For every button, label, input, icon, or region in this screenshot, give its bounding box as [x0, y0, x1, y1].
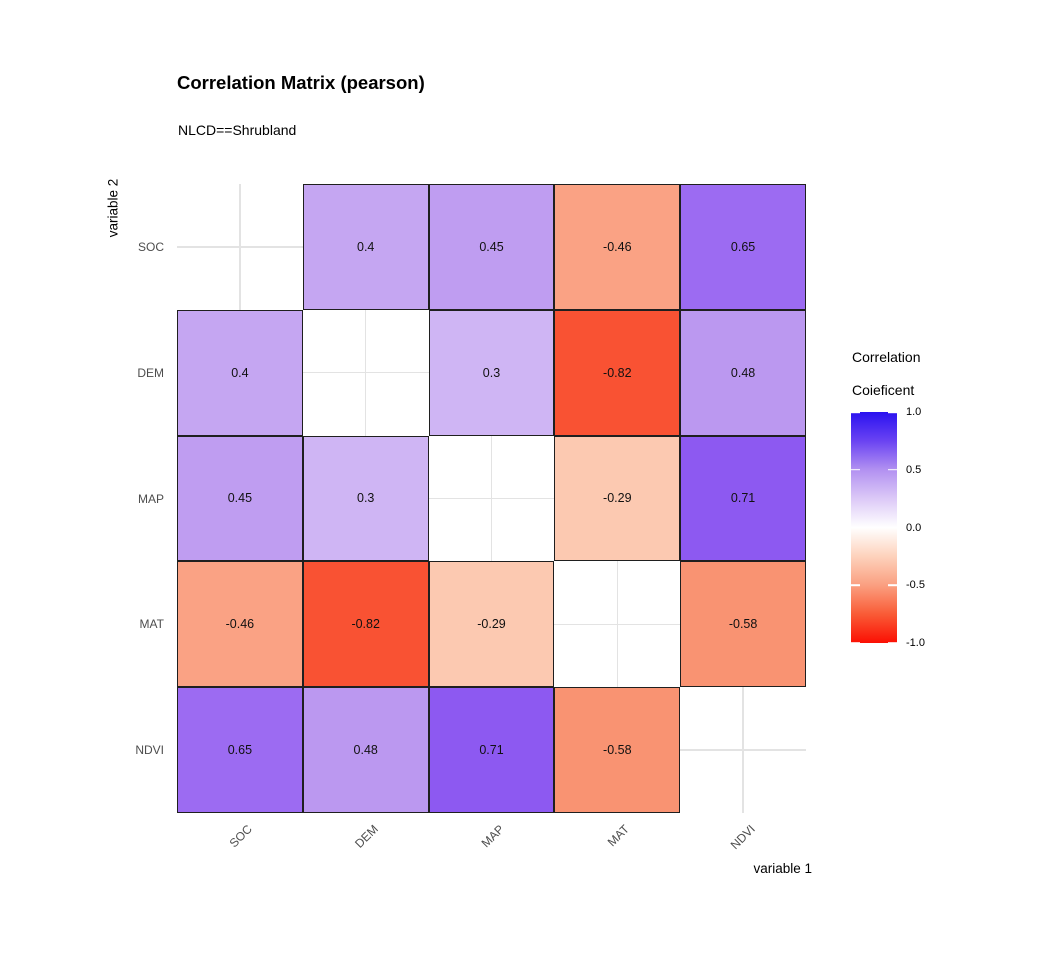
matrix-cell-MAP-NDVI: 0.71 [680, 435, 806, 562]
colorbar-tick-0.5 [888, 468, 897, 471]
x-axis-title: variable 1 [753, 861, 812, 876]
matrix-cell-MAP-MAT: -0.29 [554, 435, 681, 562]
matrix-cell-NDVI-MAT: -0.58 [554, 687, 681, 813]
y-tick-label-MAT: MAT [139, 617, 164, 632]
matrix-cell-MAT-DEM: -0.82 [302, 561, 429, 688]
legend-title-line-2: Coieficent [852, 382, 915, 398]
colorbar-tick-label-0.0: 0.0 [906, 521, 922, 534]
chart-title: Correlation Matrix (pearson) [177, 72, 425, 93]
matrix-cell-DEM-MAT: -0.82 [554, 309, 681, 436]
colorbar-tick-0.0 [888, 526, 897, 529]
matrix-cell-DEM-NDVI: 0.48 [680, 309, 806, 436]
matrix-cell-MAT-NDVI: -0.58 [680, 561, 806, 688]
matrix-cell-DEM-SOC: 0.4 [177, 309, 303, 436]
matrix-cell-SOC-MAT: -0.46 [554, 184, 681, 310]
y-tick-label-DEM: DEM [137, 365, 164, 380]
colorbar-tick--1.0 [888, 642, 897, 643]
y-tick-label-NDVI: NDVI [135, 743, 164, 758]
legend-title-line-1: Correlation [852, 349, 921, 365]
matrix-cell-NDVI-SOC: 0.65 [177, 687, 303, 813]
colorbar-tick-label-0.5: 0.5 [906, 463, 922, 476]
matrix-cell-MAP-SOC: 0.45 [177, 435, 303, 562]
colorbar-tick-label--1.0: -1.0 [906, 637, 925, 649]
matrix-cell-NDVI-MAP: 0.71 [428, 687, 555, 813]
matrix-cell-DEM-MAP: 0.3 [428, 309, 555, 436]
colorbar-gradient [851, 412, 897, 643]
colorbar-tick-0.0 [851, 526, 860, 529]
matrix-cell-SOC-DEM: 0.4 [302, 184, 429, 310]
matrix-cell-MAP-DEM: 0.3 [302, 435, 429, 562]
matrix-cell-SOC-MAP: 0.45 [428, 184, 555, 310]
colorbar-tick-1.0 [888, 412, 897, 413]
colorbar-tick-1.0 [851, 412, 860, 413]
matrix-cell-MAT-SOC: -0.46 [177, 561, 303, 688]
y-tick-label-MAP: MAP [137, 491, 164, 506]
plot-panel: 0.4 0.45 -0.46 0.65 0.4 0.3 -0.82 0.48 0.45 0.3 -0… [177, 184, 806, 813]
matrix-cell-SOC-NDVI: 0.65 [680, 184, 806, 310]
colorbar-tick--0.5 [851, 584, 860, 587]
y-axis-title: variable 2 [105, 178, 121, 238]
colorbar-tick--0.5 [888, 584, 897, 587]
colorbar-tick-label-1.0: 1.0 [906, 406, 922, 418]
colorbar-tick--1.0 [851, 642, 860, 643]
y-tick-label-SOC: SOC [137, 239, 164, 254]
colorbar-tick-label--0.5: -0.5 [906, 579, 925, 592]
chart-subtitle: NLCD==Shrubland [178, 122, 297, 138]
colorbar-tick-0.5 [851, 468, 860, 471]
matrix-cell-NDVI-DEM: 0.48 [302, 687, 429, 813]
gridline-vertical-MAP [490, 184, 493, 813]
matrix-cell-MAT-MAP: -0.29 [428, 561, 555, 688]
